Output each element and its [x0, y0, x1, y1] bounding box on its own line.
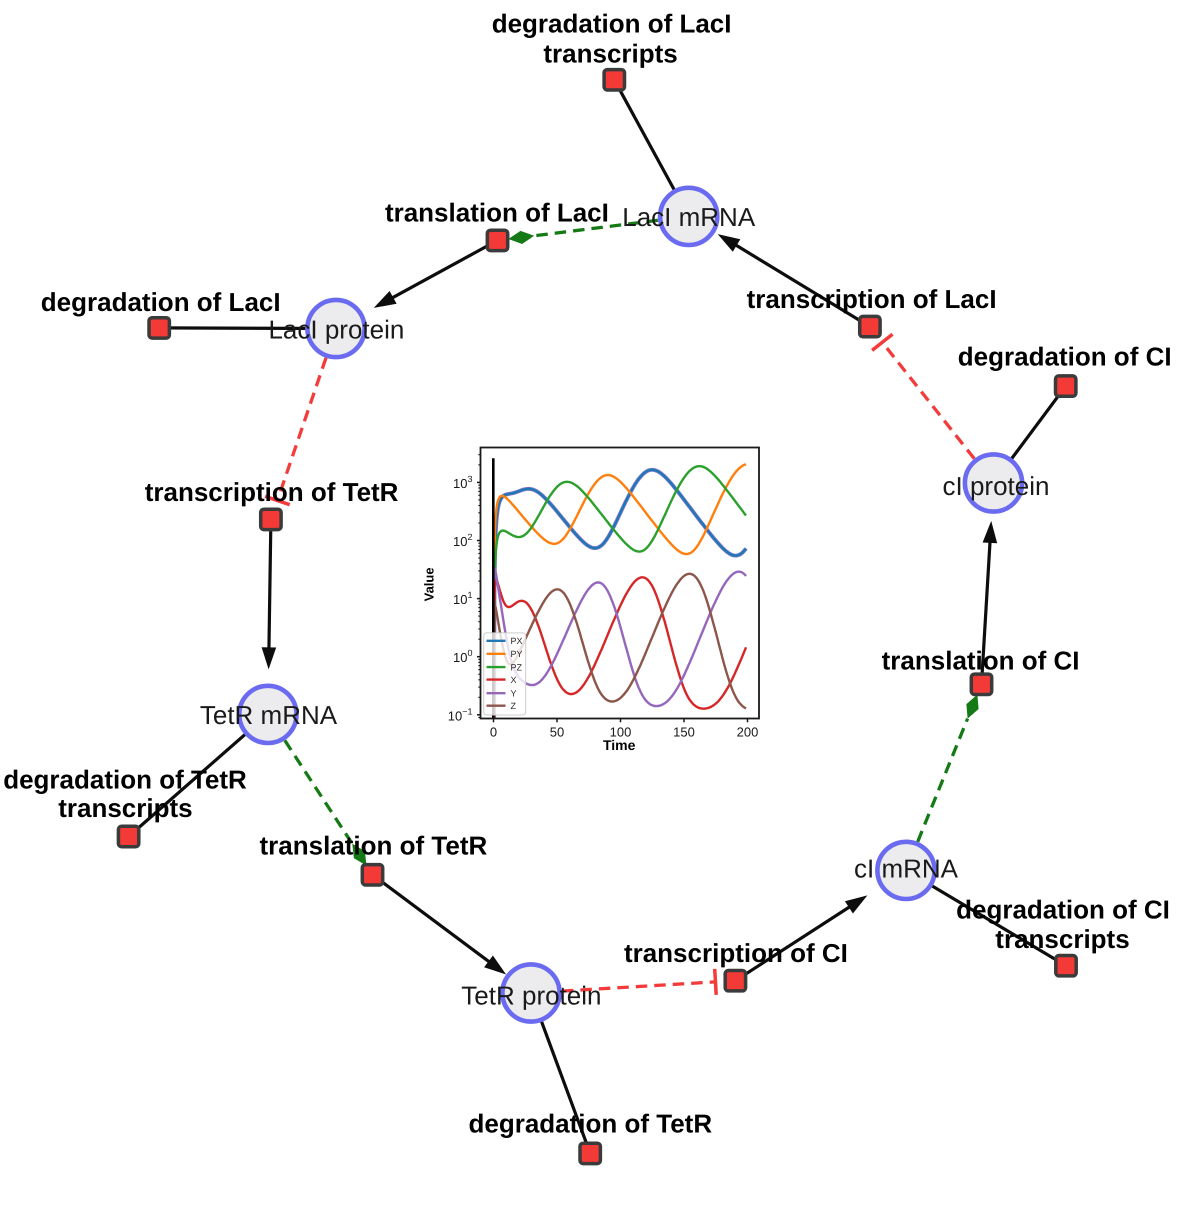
svg-text:150: 150	[673, 725, 695, 740]
svg-text:translation of CI: translation of CI	[882, 645, 1080, 675]
svg-text:translation of LacI: translation of LacI	[385, 198, 609, 228]
svg-text:translation of TetR: translation of TetR	[260, 831, 488, 861]
svg-text:TetR protein: TetR protein	[461, 981, 601, 1011]
svg-text:Value: Value	[422, 567, 437, 601]
svg-text:cI mRNA: cI mRNA	[854, 853, 959, 883]
svg-text:TetR mRNA: TetR mRNA	[200, 700, 338, 730]
svg-text:degradation of LacI: degradation of LacI	[41, 287, 281, 317]
svg-text:Z: Z	[511, 701, 517, 711]
svg-text:transcripts: transcripts	[58, 793, 192, 823]
svg-text:degradation of CI: degradation of CI	[958, 342, 1172, 372]
svg-text:transcription of TetR: transcription of TetR	[145, 477, 399, 507]
svg-text:transcripts: transcripts	[543, 38, 677, 68]
svg-text:cI protein: cI protein	[943, 471, 1050, 501]
svg-text:100: 100	[610, 725, 632, 740]
svg-text:X: X	[511, 675, 517, 685]
svg-text:LacI protein: LacI protein	[268, 315, 404, 345]
svg-text:50: 50	[550, 725, 564, 740]
svg-text:transcription of CI: transcription of CI	[624, 938, 848, 968]
svg-text:PZ: PZ	[511, 662, 523, 672]
svg-text:0: 0	[490, 725, 497, 740]
svg-text:transcription of LacI: transcription of LacI	[747, 284, 997, 314]
svg-text:degradation of LacI: degradation of LacI	[492, 9, 732, 39]
svg-text:200: 200	[737, 725, 759, 740]
svg-text:transcripts: transcripts	[995, 924, 1129, 954]
svg-text:degradation of CI: degradation of CI	[956, 895, 1170, 925]
svg-text:Time: Time	[603, 737, 636, 753]
svg-text:degradation of TetR: degradation of TetR	[3, 764, 247, 794]
svg-text:degradation of TetR: degradation of TetR	[468, 1109, 712, 1139]
svg-text:LacI mRNA: LacI mRNA	[622, 202, 756, 232]
svg-text:PX: PX	[511, 636, 523, 646]
svg-text:Y: Y	[511, 689, 517, 699]
svg-text:PY: PY	[511, 649, 523, 659]
